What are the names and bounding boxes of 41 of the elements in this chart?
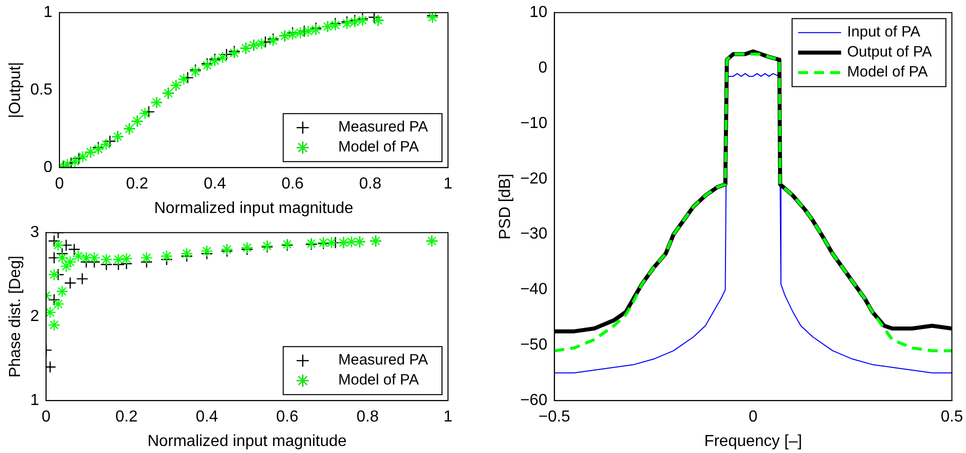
x-tick-label: 0.2 bbox=[126, 176, 148, 193]
x-tick-label: 0.2 bbox=[115, 408, 138, 426]
y-tick-label: 0 bbox=[538, 59, 548, 76]
y-tick-label: 3 bbox=[30, 224, 40, 242]
x-tick-label: 0.4 bbox=[204, 176, 226, 193]
x-axis-title: Normalized input magnitude bbox=[147, 432, 347, 450]
y-tick-label: −50 bbox=[520, 336, 548, 354]
x-axis-title: Normalized input magnitude bbox=[154, 200, 354, 217]
x-tick-label: 0.6 bbox=[276, 408, 298, 426]
x-tick-label: 1 bbox=[444, 176, 453, 193]
legend-label: Input of PA bbox=[847, 24, 920, 41]
y-tick-label: 2 bbox=[30, 308, 40, 326]
legend-label: Measured PA bbox=[338, 352, 428, 369]
x-tick-label: 0.8 bbox=[359, 176, 382, 193]
x-tick-label: 0.5 bbox=[940, 408, 964, 426]
legend-label: Output of PA bbox=[847, 44, 932, 61]
x-tick-label: 0 bbox=[54, 176, 64, 193]
legend-label: Model of PA bbox=[338, 372, 419, 389]
x-tick-label: −0.5 bbox=[538, 408, 570, 426]
y-tick-label: −60 bbox=[520, 392, 548, 410]
y-tick-label: −20 bbox=[520, 170, 548, 188]
y-axis-title: Phase dist. [Deg] bbox=[7, 256, 24, 378]
y-tick-label: −10 bbox=[520, 114, 548, 132]
x-tick-label: 0.6 bbox=[281, 176, 304, 193]
y-tick-label: −30 bbox=[520, 226, 548, 243]
y-axis-title: |Output| bbox=[7, 62, 24, 118]
y-tick-label: 10 bbox=[530, 4, 548, 22]
y-axis-title: PSD [dB] bbox=[497, 174, 514, 240]
x-tick-label: 0 bbox=[748, 408, 758, 426]
x-tick-label: 0.4 bbox=[196, 408, 218, 426]
y-tick-label: 0.5 bbox=[30, 82, 53, 99]
x-axis-title: Frequency [–] bbox=[704, 432, 802, 450]
y-tick-label: 0 bbox=[44, 159, 53, 176]
legend-label: Measured PA bbox=[338, 118, 428, 136]
y-tick-label: 1 bbox=[30, 392, 40, 410]
x-tick-label: 0.8 bbox=[356, 408, 379, 426]
y-tick-label: −40 bbox=[520, 281, 548, 298]
x-tick-label: 1 bbox=[444, 408, 453, 426]
y-tick-label: 1 bbox=[44, 4, 53, 22]
legend-label: Model of PA bbox=[847, 64, 928, 81]
legend-label: Model of PA bbox=[338, 138, 419, 156]
